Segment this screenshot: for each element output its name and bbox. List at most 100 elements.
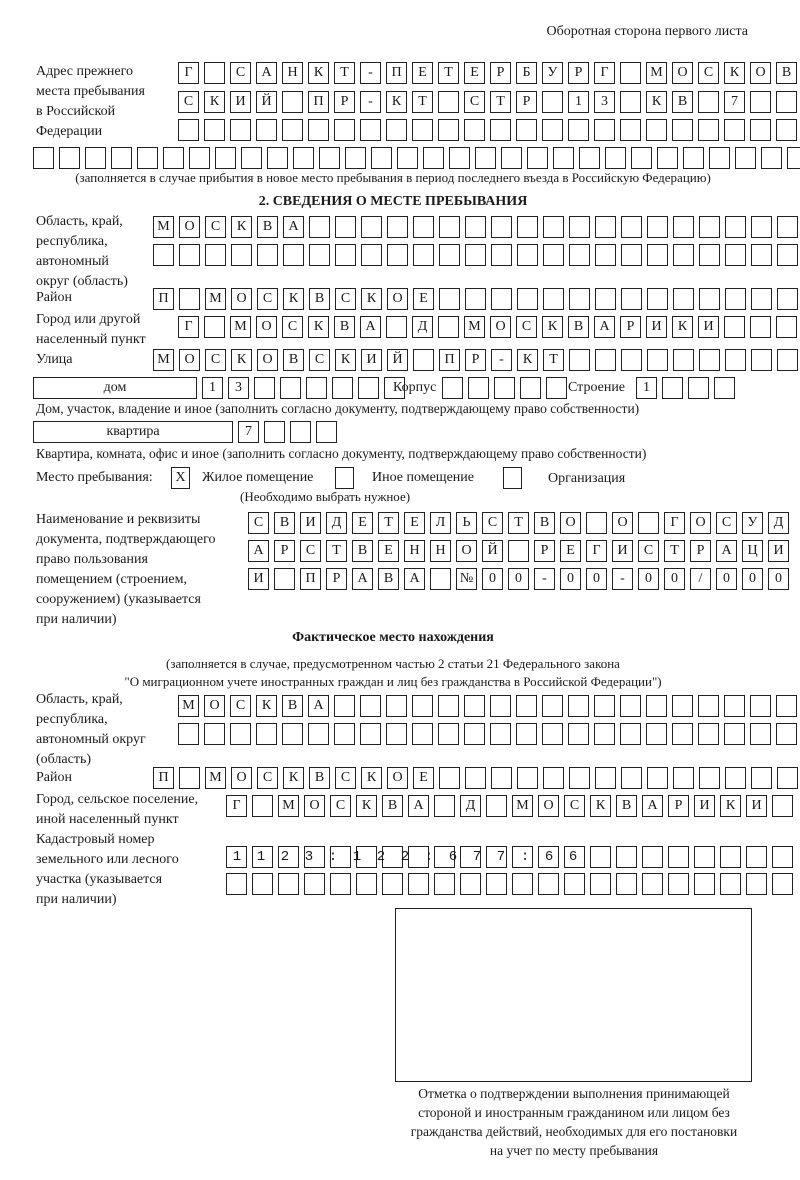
char-cell[interactable]: [672, 723, 693, 745]
char-cell[interactable]: Н: [404, 540, 425, 562]
char-cell[interactable]: М: [646, 62, 667, 84]
char-cell[interactable]: [252, 795, 273, 817]
char-cell[interactable]: [397, 147, 418, 169]
char-cell[interactable]: [438, 119, 459, 141]
char-cell[interactable]: Р: [274, 540, 295, 562]
char-cell[interactable]: [569, 349, 590, 371]
char-cell[interactable]: [204, 119, 225, 141]
char-cell[interactable]: Р: [465, 349, 486, 371]
char-cell[interactable]: А: [716, 540, 737, 562]
char-cell[interactable]: [746, 873, 767, 895]
char-cell[interactable]: К: [204, 91, 225, 113]
char-cell[interactable]: [356, 846, 377, 868]
char-cell[interactable]: [205, 244, 226, 266]
char-cell[interactable]: [512, 846, 533, 868]
char-cell[interactable]: Т: [664, 540, 685, 562]
char-cell[interactable]: [179, 288, 200, 310]
char-cell[interactable]: [449, 147, 470, 169]
char-cell[interactable]: [725, 244, 746, 266]
char-cell[interactable]: [699, 767, 720, 789]
char-cell[interactable]: В: [378, 568, 399, 590]
char-cell[interactable]: [358, 377, 379, 399]
char-cell[interactable]: [501, 147, 522, 169]
char-cell[interactable]: [491, 288, 512, 310]
char-cell[interactable]: В: [274, 512, 295, 534]
char-cell[interactable]: [761, 147, 782, 169]
char-cell[interactable]: [568, 723, 589, 745]
char-cell[interactable]: [412, 695, 433, 717]
char-cell[interactable]: С: [178, 91, 199, 113]
char-cell[interactable]: [777, 244, 798, 266]
char-cell[interactable]: [387, 216, 408, 238]
char-cell[interactable]: Р: [690, 540, 711, 562]
char-cell[interactable]: 0: [716, 568, 737, 590]
char-cell[interactable]: [267, 147, 288, 169]
char-cell[interactable]: Е: [413, 288, 434, 310]
char-cell[interactable]: [699, 349, 720, 371]
char-cell[interactable]: В: [616, 795, 637, 817]
char-cell[interactable]: В: [352, 540, 373, 562]
char-cell[interactable]: [282, 91, 303, 113]
char-cell[interactable]: [439, 767, 460, 789]
char-cell[interactable]: О: [387, 767, 408, 789]
char-cell[interactable]: [787, 147, 800, 169]
char-cell[interactable]: [356, 873, 377, 895]
char-cell[interactable]: [517, 288, 538, 310]
char-cell[interactable]: И: [230, 91, 251, 113]
building-row[interactable]: 1: [636, 377, 740, 399]
char-cell[interactable]: О: [204, 695, 225, 717]
char-cell[interactable]: К: [720, 795, 741, 817]
char-cell[interactable]: К: [283, 767, 304, 789]
char-cell[interactable]: [620, 119, 641, 141]
char-cell[interactable]: В: [382, 795, 403, 817]
char-cell[interactable]: Е: [378, 540, 399, 562]
char-cell[interactable]: [309, 216, 330, 238]
char-cell[interactable]: П: [300, 568, 321, 590]
char-cell[interactable]: [345, 147, 366, 169]
char-cell[interactable]: [594, 695, 615, 717]
char-cell[interactable]: [189, 147, 210, 169]
char-cell[interactable]: [621, 216, 642, 238]
char-cell[interactable]: [751, 288, 772, 310]
char-cell[interactable]: [517, 216, 538, 238]
char-cell[interactable]: С: [257, 288, 278, 310]
char-cell[interactable]: Й: [256, 91, 277, 113]
char-cell[interactable]: [230, 119, 251, 141]
char-cell[interactable]: [720, 873, 741, 895]
char-cell[interactable]: -: [360, 62, 381, 84]
char-cell[interactable]: [490, 119, 511, 141]
char-cell[interactable]: [698, 695, 719, 717]
char-cell[interactable]: К: [361, 767, 382, 789]
char-cell[interactable]: [542, 91, 563, 113]
char-cell[interactable]: [776, 119, 797, 141]
char-cell[interactable]: [252, 873, 273, 895]
char-cell[interactable]: К: [672, 316, 693, 338]
char-cell[interactable]: Т: [334, 62, 355, 84]
char-cell[interactable]: О: [672, 62, 693, 84]
char-cell[interactable]: О: [256, 316, 277, 338]
char-cell[interactable]: Е: [413, 767, 434, 789]
char-cell[interactable]: [646, 723, 667, 745]
char-cell[interactable]: [616, 846, 637, 868]
char-cell[interactable]: [647, 767, 668, 789]
char-cell[interactable]: [465, 216, 486, 238]
char-cell[interactable]: [699, 288, 720, 310]
char-cell[interactable]: [672, 695, 693, 717]
char-cell[interactable]: -: [534, 568, 555, 590]
char-cell[interactable]: Д: [768, 512, 789, 534]
char-cell[interactable]: [594, 119, 615, 141]
char-cell[interactable]: Е: [560, 540, 581, 562]
char-cell[interactable]: [413, 216, 434, 238]
char-cell[interactable]: [620, 91, 641, 113]
char-cell[interactable]: [646, 695, 667, 717]
char-cell[interactable]: [439, 288, 460, 310]
char-cell[interactable]: [590, 873, 611, 895]
char-cell[interactable]: [698, 723, 719, 745]
char-cell[interactable]: [631, 147, 652, 169]
char-cell[interactable]: И: [248, 568, 269, 590]
char-cell[interactable]: [465, 288, 486, 310]
char-cell[interactable]: [293, 147, 314, 169]
